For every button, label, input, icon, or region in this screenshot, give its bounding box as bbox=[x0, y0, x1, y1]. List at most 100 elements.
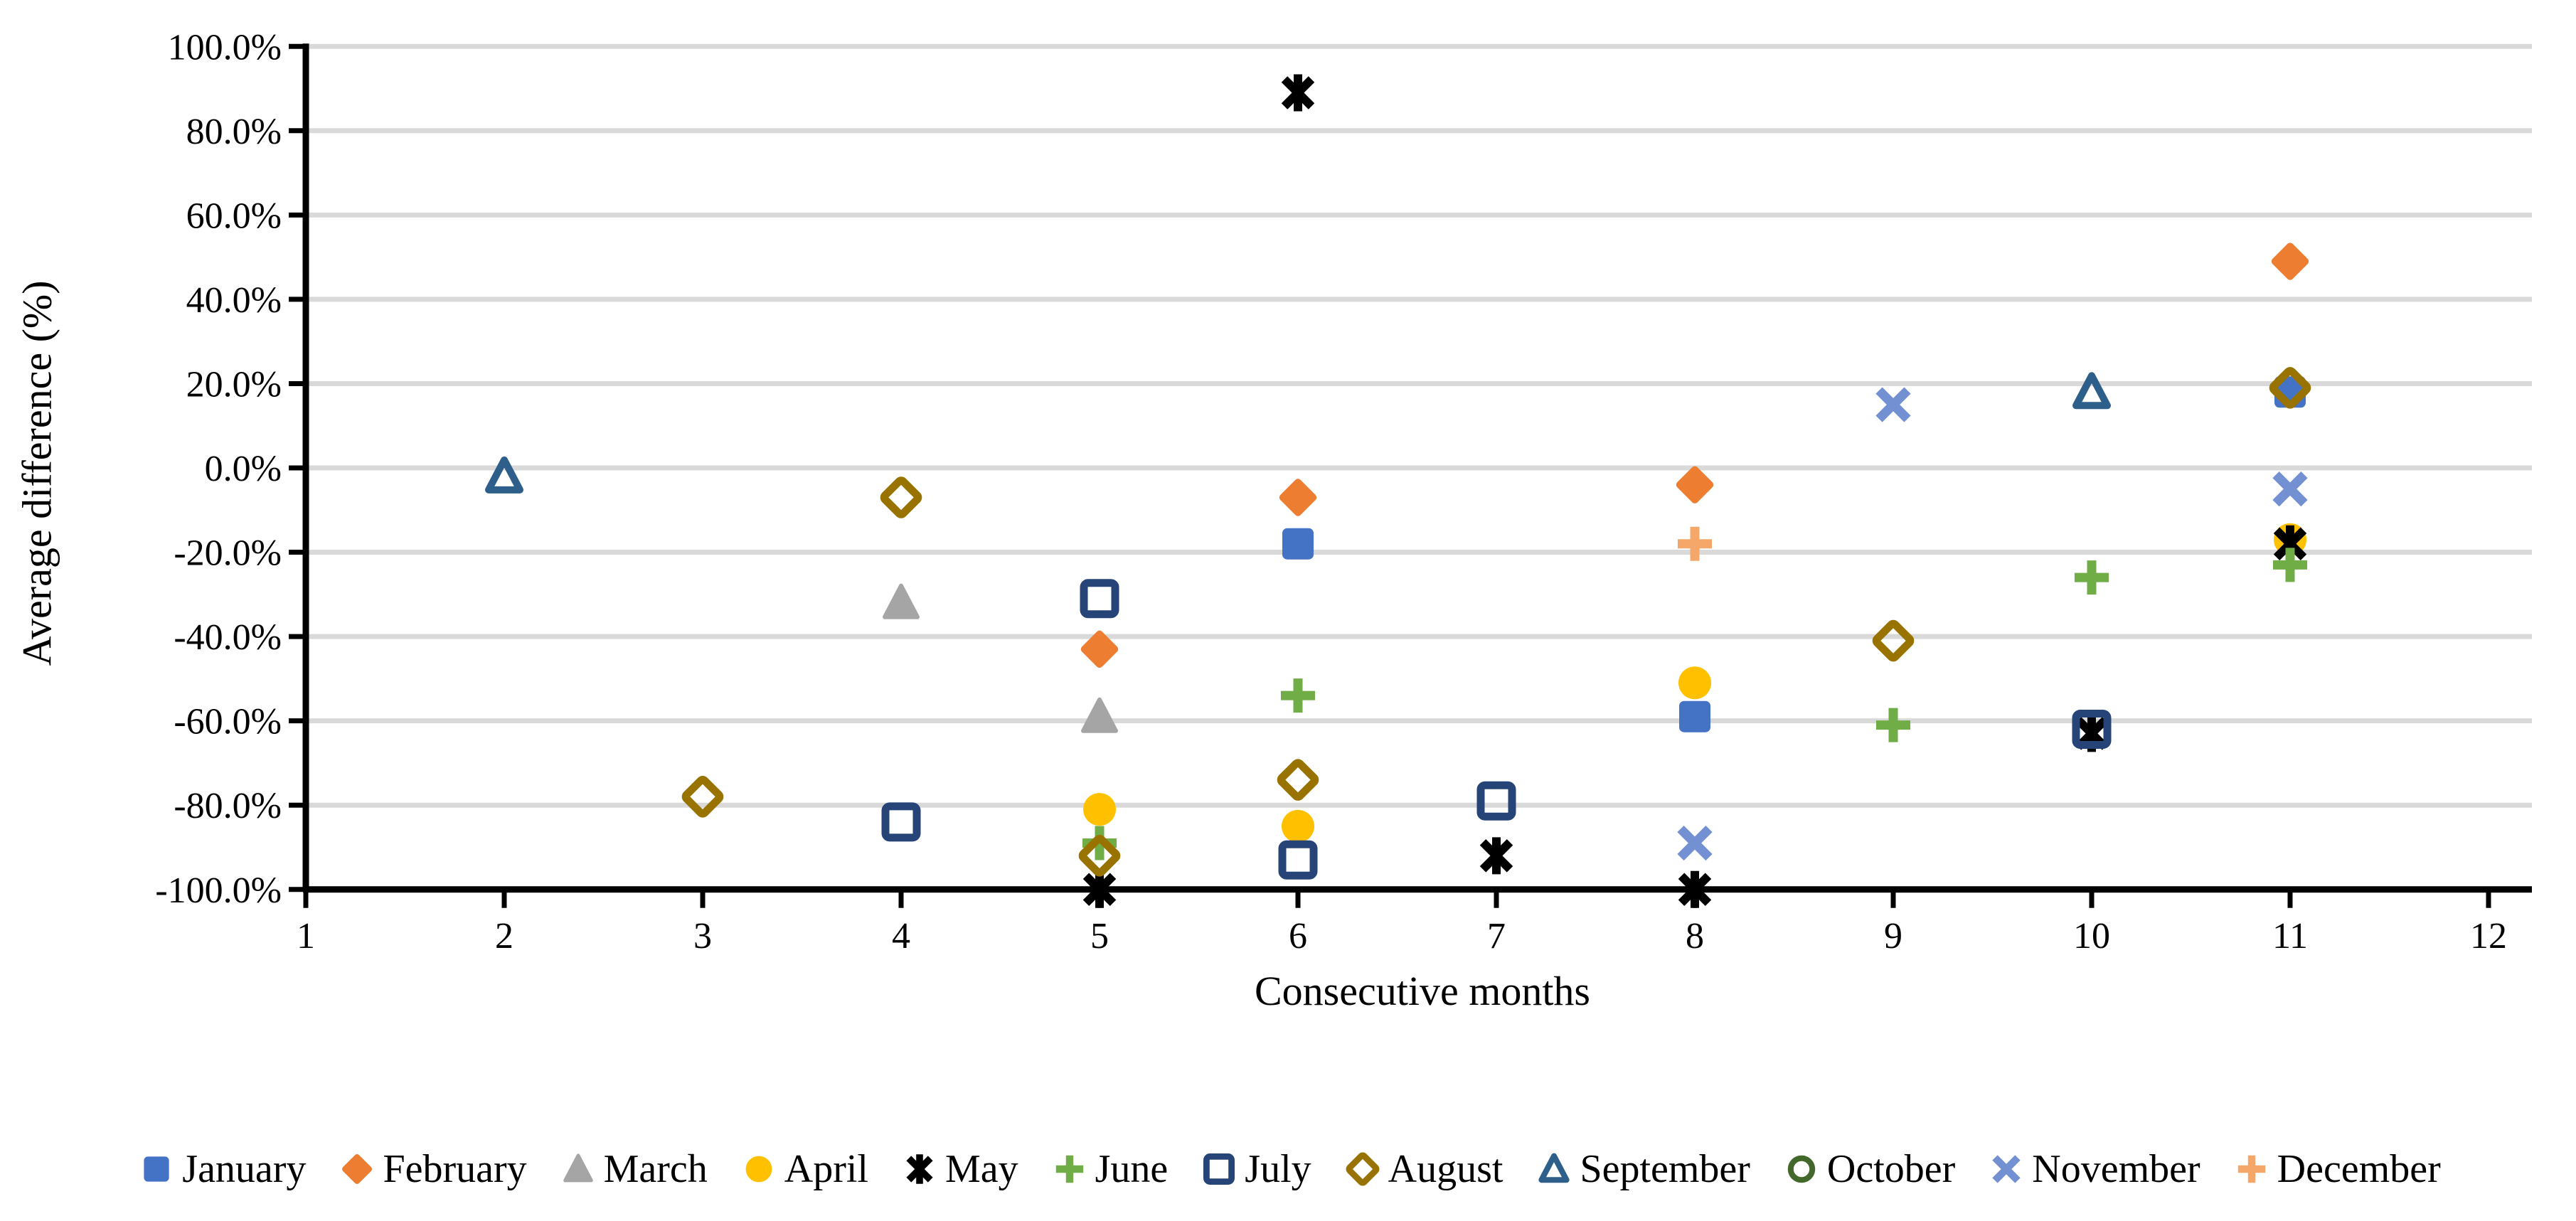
y-tick-label: -80.0% bbox=[174, 786, 282, 826]
y-tick-label: 20.0% bbox=[186, 364, 282, 405]
legend-marker-open-diamond-icon bbox=[1346, 1152, 1380, 1186]
data-point bbox=[2273, 548, 2307, 582]
data-point bbox=[880, 476, 922, 518]
legend-marker-plus-icon bbox=[1055, 1155, 1083, 1183]
data-point bbox=[2072, 710, 2112, 750]
legend-marker-star-icon bbox=[906, 1154, 933, 1184]
y-tick-label: -20.0% bbox=[174, 533, 282, 574]
data-point bbox=[1679, 700, 1710, 732]
legend-item-july: July bbox=[1198, 1146, 1311, 1192]
y-tick-label: 40.0% bbox=[186, 280, 282, 321]
data-point bbox=[883, 583, 920, 619]
x-tick-label: 12 bbox=[2470, 916, 2507, 956]
legend-item-march: March bbox=[557, 1146, 708, 1192]
series-july bbox=[881, 579, 2112, 880]
x-tick-label: 10 bbox=[2073, 916, 2110, 956]
data-point bbox=[2272, 471, 2308, 507]
y-tick-label: -60.0% bbox=[174, 702, 282, 742]
legend-item-january: January bbox=[135, 1146, 306, 1192]
gridlines bbox=[306, 43, 2532, 808]
legend-label: August bbox=[1388, 1147, 1503, 1191]
tick-labels: 100.0% 80.0% 60.0% 40.0% 20.0% 0.0% -20.0% -40.… bbox=[155, 27, 2507, 956]
y-tick-label: 80.0% bbox=[186, 112, 282, 152]
legend-label: October bbox=[1826, 1147, 1956, 1191]
x-tick-label: 3 bbox=[693, 916, 712, 956]
series-december bbox=[1678, 526, 1712, 561]
x-tick-label: 4 bbox=[892, 916, 910, 956]
data-point bbox=[1277, 759, 1319, 801]
series-june bbox=[1082, 548, 2307, 860]
data-point bbox=[2271, 242, 2309, 280]
x-tick-label: 1 bbox=[297, 916, 315, 956]
data-point bbox=[1081, 697, 1118, 733]
data-point bbox=[1677, 825, 1713, 861]
data-point bbox=[1872, 619, 1915, 662]
data-point bbox=[1678, 666, 1711, 700]
data-point bbox=[1078, 835, 1121, 877]
data-point bbox=[681, 776, 724, 818]
data-point bbox=[485, 456, 523, 494]
legend-marker-diamond-icon bbox=[342, 1154, 373, 1184]
legend-marker-circle-icon bbox=[745, 1156, 772, 1183]
legend-label: July bbox=[1245, 1147, 1311, 1191]
data-point bbox=[2072, 372, 2111, 410]
x-tick-label: 9 bbox=[1884, 916, 1902, 956]
data-point bbox=[1278, 840, 1318, 880]
y-axis-title: Average difference (%) bbox=[14, 280, 60, 666]
data-point bbox=[1281, 678, 1315, 713]
legend-label: May bbox=[944, 1147, 1018, 1191]
legend-marker-open-square-icon bbox=[1203, 1153, 1235, 1185]
data-point bbox=[1678, 870, 1712, 908]
data-point bbox=[1281, 74, 1315, 112]
legend-item-october: October bbox=[1780, 1146, 1955, 1192]
data-point bbox=[1676, 466, 1714, 503]
y-tick-label: 60.0% bbox=[186, 196, 282, 236]
data-point bbox=[1080, 579, 1119, 619]
legend-item-august: August bbox=[1341, 1146, 1503, 1192]
x-tick-label: 11 bbox=[2272, 916, 2308, 956]
data-point bbox=[1282, 528, 1314, 560]
legend-label: April bbox=[784, 1147, 868, 1191]
data-point bbox=[1282, 809, 1314, 843]
data-point bbox=[2269, 367, 2311, 409]
legend-marker-x-icon bbox=[1992, 1155, 2021, 1183]
legend-marker-open-triangle-icon bbox=[1538, 1153, 1570, 1183]
series-march bbox=[883, 583, 1118, 733]
legend-item-june: June bbox=[1048, 1146, 1168, 1192]
data-point bbox=[2075, 560, 2109, 595]
data-point bbox=[1476, 781, 1516, 821]
y-tick-label: -40.0% bbox=[174, 617, 282, 658]
legend-label: February bbox=[383, 1147, 527, 1191]
legend-marker-open-circle-icon bbox=[1787, 1155, 1816, 1183]
legend-label: December bbox=[2277, 1147, 2441, 1191]
x-tick-label: 5 bbox=[1090, 916, 1109, 956]
legend-marker-triangle-icon bbox=[563, 1153, 593, 1183]
y-tick-label: 0.0% bbox=[205, 449, 282, 489]
x-tick-label: 7 bbox=[1487, 916, 1506, 956]
legend-label: September bbox=[1580, 1147, 1750, 1191]
legend-item-may: May bbox=[898, 1146, 1018, 1192]
series-november bbox=[1677, 387, 2308, 861]
data-point bbox=[1678, 526, 1712, 561]
series-august bbox=[681, 367, 2311, 877]
data-point bbox=[1479, 837, 1513, 875]
legend-item-november: November bbox=[1985, 1146, 2200, 1192]
data-point bbox=[1875, 387, 1911, 422]
legend-label: November bbox=[2032, 1147, 2200, 1191]
series-february bbox=[1080, 242, 2309, 668]
y-tick-label: -100.0% bbox=[155, 870, 282, 911]
legend-item-september: September bbox=[1533, 1146, 1750, 1192]
data-point bbox=[1082, 870, 1117, 908]
data-point bbox=[1080, 630, 1119, 668]
data-point bbox=[881, 802, 921, 842]
x-tick-label: 2 bbox=[495, 916, 513, 956]
legend-marker-square-icon bbox=[144, 1156, 169, 1182]
legend-label: January bbox=[182, 1147, 307, 1191]
x-tick-label: 6 bbox=[1289, 916, 1307, 956]
series-april bbox=[1083, 523, 2306, 843]
legend-label: March bbox=[603, 1147, 708, 1191]
legend: January February March April May June July Augu… bbox=[0, 1146, 2576, 1192]
series-september bbox=[485, 372, 2111, 494]
